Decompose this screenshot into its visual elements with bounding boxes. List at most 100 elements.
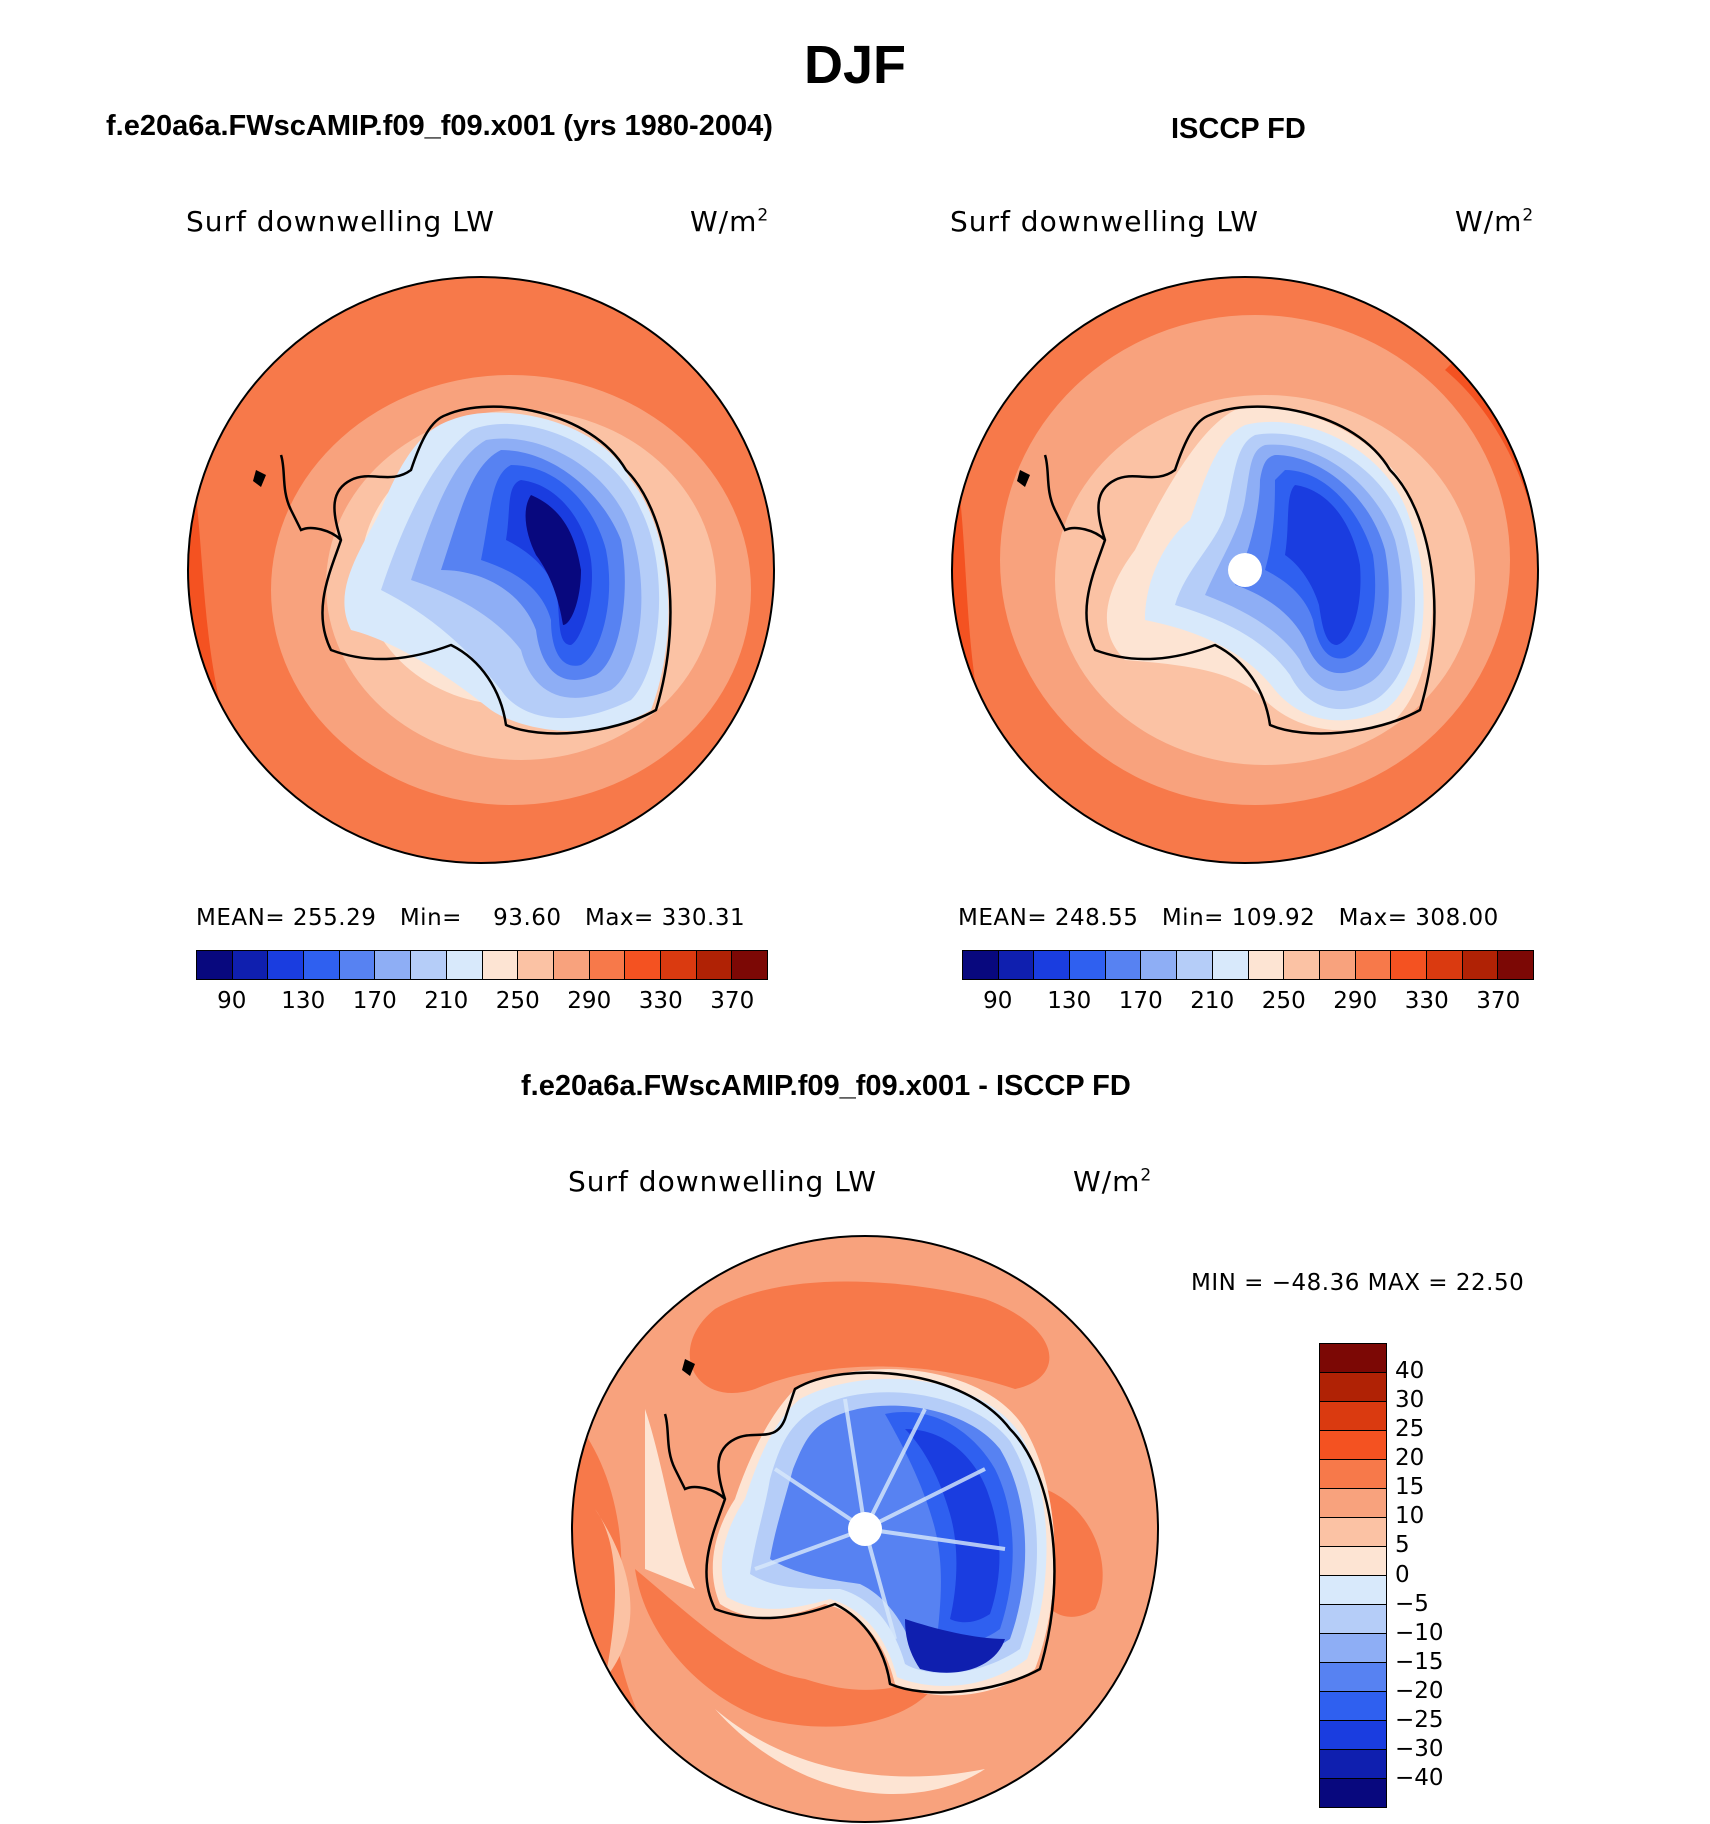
colorbar-swatch <box>1391 951 1427 979</box>
units-label-diff: W/m2 <box>1073 1165 1153 1198</box>
polar-map-model <box>187 276 775 864</box>
colorbar-tick-label: −30 <box>1395 1735 1444 1762</box>
colorbar-swatch <box>696 951 733 979</box>
stats-model: MEAN= 255.29 Min= 93.60 Max= 330.31 <box>196 905 746 931</box>
minmax-diff: MIN = −48.36 MAX = 22.50 <box>1191 1270 1525 1296</box>
colorbar-model-ticks: 90 130 170 210 250 290 330 370 <box>196 988 768 1018</box>
colorbar-swatch <box>1320 1576 1386 1605</box>
colorbar-swatch <box>304 951 340 979</box>
colorbar-swatch <box>268 951 305 979</box>
panel-title-obs: ISCCP FD <box>1171 113 1306 145</box>
colorbar-swatch <box>553 951 590 979</box>
colorbar-swatch <box>1320 1779 1386 1807</box>
colorbar-swatch <box>1284 951 1320 979</box>
colorbar-diff <box>1319 1343 1387 1808</box>
colorbar-swatch <box>1320 1692 1386 1721</box>
colorbar-swatch <box>1320 1518 1386 1547</box>
colorbar-tick-label: 210 <box>424 988 469 1014</box>
colorbar-tick-label: 290 <box>567 988 612 1014</box>
colorbar-swatch <box>1498 951 1533 979</box>
colorbar-tick-label: −5 <box>1395 1590 1429 1617</box>
colorbar-tick-label: 90 <box>217 988 247 1014</box>
stats-obs: MEAN= 248.55 Min= 109.92 Max= 308.00 <box>958 905 1499 931</box>
colorbar-tick-label: 20 <box>1395 1445 1425 1472</box>
colorbar-diff-ticks: 40 30 25 20 15 10 5 0 −5 −10 −15 −20 −25 −30 −40 <box>1395 1343 1495 1808</box>
panel-title-model: f.e20a6a.FWscAMIP.f09_f09.x001 (yrs 1980… <box>106 110 773 142</box>
colorbar-swatch <box>1462 951 1499 979</box>
colorbar-swatch <box>1105 951 1142 979</box>
colorbar-tick-label: −25 <box>1395 1706 1444 1733</box>
colorbar-tick-label: 130 <box>1047 988 1092 1014</box>
colorbar-swatch <box>1320 1373 1386 1402</box>
colorbar-swatch <box>1248 951 1285 979</box>
colorbar-swatch <box>1320 1431 1386 1460</box>
colorbar-swatch <box>1212 951 1249 979</box>
colorbar-obs-ticks: 90 130 170 210 250 290 330 370 <box>962 988 1534 1018</box>
colorbar-tick-label: 130 <box>281 988 326 1014</box>
colorbar-tick-label: 330 <box>638 988 683 1014</box>
colorbar-tick-label: 90 <box>983 988 1013 1014</box>
colorbar-swatch <box>1320 1489 1386 1518</box>
colorbar-swatch <box>1320 1663 1386 1692</box>
colorbar-obs <box>962 950 1534 980</box>
colorbar-tick-label: 10 <box>1395 1503 1425 1530</box>
colorbar-tick-label: 25 <box>1395 1416 1425 1443</box>
colorbar-swatch <box>339 951 376 979</box>
colorbar-tick-label: 210 <box>1190 988 1235 1014</box>
colorbar-tick-label: 370 <box>710 988 755 1014</box>
colorbar-swatch <box>589 951 626 979</box>
colorbar-swatch <box>411 951 447 979</box>
polar-map-diff <box>571 1235 1159 1823</box>
main-title: DJF <box>803 35 906 95</box>
colorbar-swatch <box>1034 951 1071 979</box>
polar-map-obs <box>951 276 1539 864</box>
colorbar-swatch <box>1141 951 1178 979</box>
colorbar-tick-label: 290 <box>1333 988 1378 1014</box>
colorbar-swatch <box>660 951 697 979</box>
colorbar-swatch <box>375 951 412 979</box>
colorbar-swatch <box>518 951 554 979</box>
colorbar-tick-label: 15 <box>1395 1474 1425 1501</box>
colorbar-swatch <box>1320 1402 1386 1431</box>
colorbar-tick-label: −20 <box>1395 1677 1444 1704</box>
colorbar-tick-label: 330 <box>1404 988 1449 1014</box>
colorbar-tick-label: 250 <box>1261 988 1306 1014</box>
colorbar-tick-label: 250 <box>495 988 540 1014</box>
colorbar-swatch <box>1320 1547 1386 1576</box>
colorbar-swatch <box>963 951 999 979</box>
colorbar-swatch <box>1320 1605 1386 1634</box>
variable-label-obs: Surf downwelling LW <box>950 205 1259 238</box>
colorbar-swatch <box>1320 1634 1386 1663</box>
colorbar-swatch <box>232 951 269 979</box>
colorbar-tick-label: 0 <box>1395 1561 1410 1588</box>
colorbar-swatch <box>1426 951 1463 979</box>
colorbar-swatch <box>1320 1460 1386 1489</box>
colorbar-swatch <box>1320 1750 1386 1779</box>
colorbar-swatch <box>1320 1721 1386 1750</box>
colorbar-tick-label: 30 <box>1395 1387 1425 1414</box>
colorbar-tick-label: −10 <box>1395 1619 1444 1646</box>
colorbar-swatch <box>1070 951 1106 979</box>
colorbar-tick-label: −15 <box>1395 1648 1444 1675</box>
colorbar-tick-label: 40 <box>1395 1358 1425 1385</box>
units-label-obs: W/m2 <box>1455 205 1535 238</box>
colorbar-swatch <box>1177 951 1213 979</box>
colorbar-swatch <box>998 951 1035 979</box>
colorbar-tick-label: 5 <box>1395 1532 1410 1559</box>
colorbar-swatch <box>1319 951 1356 979</box>
variable-label-model: Surf downwelling LW <box>186 205 495 238</box>
colorbar-swatch <box>732 951 767 979</box>
colorbar-swatch <box>1320 1344 1386 1373</box>
colorbar-tick-label: 170 <box>1118 988 1163 1014</box>
colorbar-swatch <box>446 951 483 979</box>
colorbar-swatch <box>197 951 233 979</box>
units-label-model: W/m2 <box>690 205 770 238</box>
colorbar-swatch <box>1355 951 1392 979</box>
panel-title-diff: f.e20a6a.FWscAMIP.f09_f09.x001 - ISCCP F… <box>521 1070 1131 1102</box>
colorbar-model <box>196 950 768 980</box>
colorbar-tick-label: 370 <box>1476 988 1521 1014</box>
colorbar-tick-label: 170 <box>352 988 397 1014</box>
variable-label-diff: Surf downwelling LW <box>568 1165 877 1198</box>
colorbar-swatch <box>625 951 661 979</box>
colorbar-tick-label: −40 <box>1395 1764 1444 1791</box>
